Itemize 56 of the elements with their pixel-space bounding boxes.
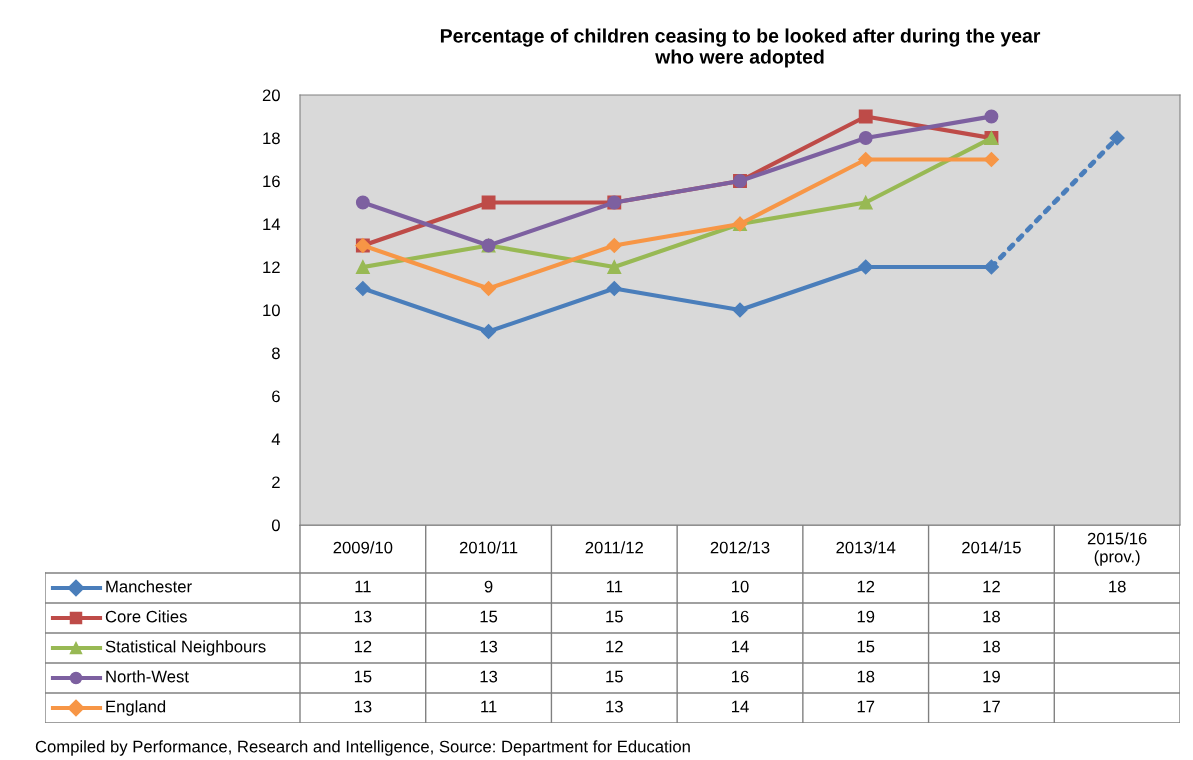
text: Compiled by Performance, Research and Intelligence, Source: Department for Education (35, 740, 690, 756)
data-label: 11 (606, 580, 623, 593)
y-tick-label: 4 (271, 433, 281, 446)
data-label: 14 (732, 700, 749, 713)
y-tick-label: 20 (262, 89, 280, 102)
data-label: 15 (606, 610, 623, 623)
x-tick-label: 2010/11 (459, 541, 518, 554)
data-label: 16 (732, 670, 749, 683)
data-label: 12 (606, 640, 623, 653)
x-tick-label: 2014/15 (962, 541, 1021, 554)
data-label: 17 (857, 700, 875, 713)
y-tick-label: 18 (263, 132, 280, 145)
x-tick-label: 2013/14 (836, 541, 896, 554)
x-tick-label: 2009/10 (333, 541, 393, 554)
data-label: 17 (983, 700, 1000, 713)
data-label: 14 (732, 640, 749, 653)
y-tick-label: 0 (271, 519, 280, 532)
data-label: 15 (480, 610, 498, 623)
data-label: 15 (354, 670, 372, 683)
data-label: 16 (732, 610, 749, 623)
data-label: 18 (983, 640, 1000, 653)
data-label: 18 (857, 670, 875, 683)
y-tick-label: 16 (263, 175, 280, 188)
x-tick-label: 2015/16 (prov.) (1087, 532, 1147, 566)
x-tick-label: 2012/13 (710, 541, 770, 554)
legend-label: Core Cities (105, 610, 187, 623)
y-tick-label: 2 (272, 476, 280, 489)
y-tick-label: 6 (272, 390, 280, 403)
data-label: 11 (481, 700, 497, 713)
data-label: 10 (732, 580, 749, 593)
data-label: 18 (983, 610, 1000, 623)
data-label: 13 (606, 700, 623, 713)
y-tick-label: 8 (272, 347, 280, 360)
data-label: 19 (983, 670, 1000, 683)
data-label: 13 (354, 610, 372, 623)
data-label: 15 (857, 640, 875, 653)
x-tick-label: 2011/12 (585, 541, 643, 554)
legend-label: England (106, 700, 166, 716)
data-label: 13 (480, 640, 498, 653)
data-label: 12 (983, 580, 1000, 593)
legend-label: North-West (106, 670, 189, 683)
data-label: 9 (484, 580, 493, 593)
y-tick-label: 14 (263, 218, 281, 231)
y-tick-label: 12 (263, 261, 280, 274)
legend-label: Manchester (106, 580, 192, 593)
chart-title: Percentage of children ceasing to be looked after during the year who were adopted (440, 28, 1041, 68)
y-tick-label: 10 (263, 304, 280, 317)
data-label: 13 (354, 700, 372, 713)
data-label: 13 (480, 670, 498, 683)
data-label: 11 (355, 580, 371, 593)
data-label: 12 (354, 640, 372, 653)
data-label: 19 (857, 610, 875, 623)
text: 18 (1109, 580, 1126, 593)
legend-label: Statistical Neighbours (105, 640, 266, 656)
data-label: 12 (857, 580, 875, 593)
data-label: 15 (606, 670, 623, 683)
